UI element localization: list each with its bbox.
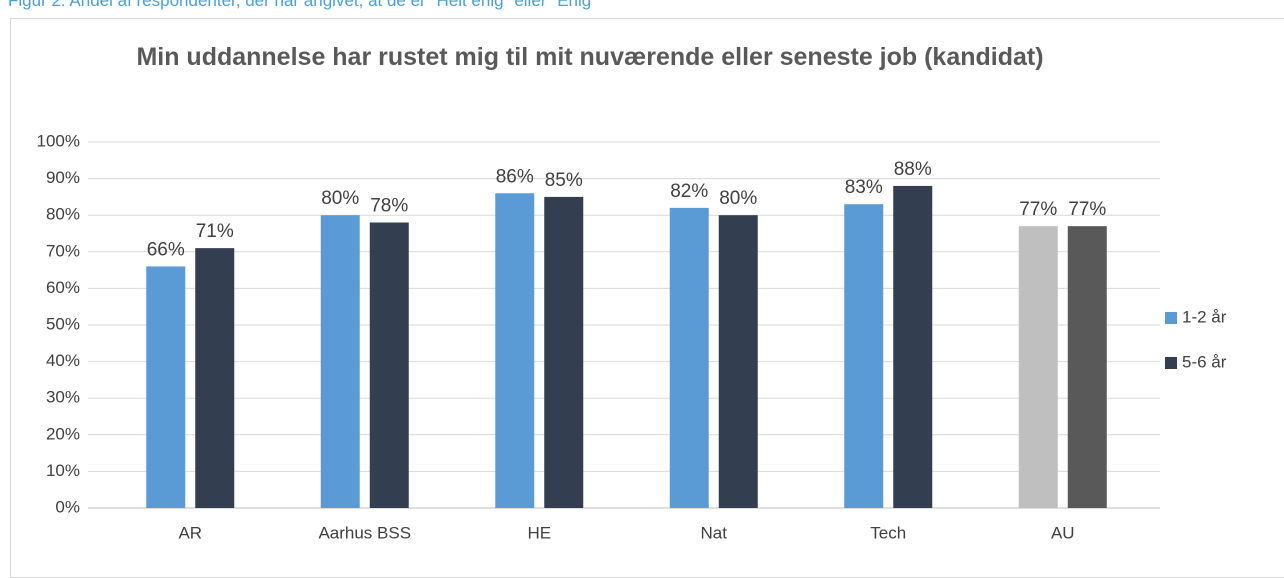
y-tick-label: 50% xyxy=(46,314,80,333)
bar xyxy=(718,215,758,508)
bar xyxy=(146,266,186,508)
bar xyxy=(195,248,235,508)
bar xyxy=(495,193,535,509)
data-label: 77% xyxy=(1019,199,1057,220)
y-tick-label: 100% xyxy=(37,131,80,150)
data-label: 82% xyxy=(670,181,708,202)
y-tick-label: 90% xyxy=(46,168,80,187)
y-tick-label: 60% xyxy=(46,278,80,297)
data-label: 80% xyxy=(321,188,359,209)
data-label: 80% xyxy=(719,188,757,209)
bar xyxy=(320,215,360,508)
bar xyxy=(893,185,933,509)
data-label: 66% xyxy=(147,239,185,260)
legend-swatch xyxy=(1165,357,1177,369)
legend-swatch xyxy=(1165,312,1177,324)
x-tick-label: Nat xyxy=(701,523,728,542)
chart: 0% 10% 20% 30% 40% 50% 60% 70% 80% 90% 100% AR 66% 71… xyxy=(37,131,1227,542)
bar xyxy=(844,204,884,508)
y-tick-label: 10% xyxy=(46,461,80,480)
chart-title: Min uddannelse har rustet mig til mit nu… xyxy=(136,43,1044,71)
y-tick-label: 0% xyxy=(55,497,80,516)
y-tick-label: 30% xyxy=(46,388,80,407)
bar xyxy=(669,207,709,508)
data-label: 78% xyxy=(370,196,408,217)
caption: Figur 2: Andel af respondenter, der har … xyxy=(8,0,598,10)
data-label: 71% xyxy=(196,221,234,242)
bar xyxy=(1067,226,1107,508)
y-tick-label: 70% xyxy=(46,241,80,260)
data-label: 85% xyxy=(545,170,583,191)
legend-label: 5-6 år xyxy=(1182,352,1227,371)
bar xyxy=(369,222,409,508)
page: Figur 2: Andel af respondenter, der har … xyxy=(8,0,1284,578)
data-label: 83% xyxy=(845,177,883,198)
x-tick-label: AR xyxy=(178,523,202,542)
data-label: 88% xyxy=(894,159,932,180)
legend-label: 1-2 år xyxy=(1182,307,1227,326)
y-tick-label: 40% xyxy=(46,351,80,370)
bar xyxy=(544,196,584,508)
y-tick-label: 80% xyxy=(46,205,80,224)
bar xyxy=(1018,226,1058,508)
data-label: 86% xyxy=(496,166,534,187)
x-tick-label: HE xyxy=(527,523,551,542)
x-tick-label: Aarhus BSS xyxy=(318,523,411,542)
x-tick-label: AU xyxy=(1051,523,1075,542)
x-tick-label: Tech xyxy=(870,523,906,542)
y-tick-label: 20% xyxy=(46,424,80,443)
data-label: 77% xyxy=(1068,199,1106,220)
